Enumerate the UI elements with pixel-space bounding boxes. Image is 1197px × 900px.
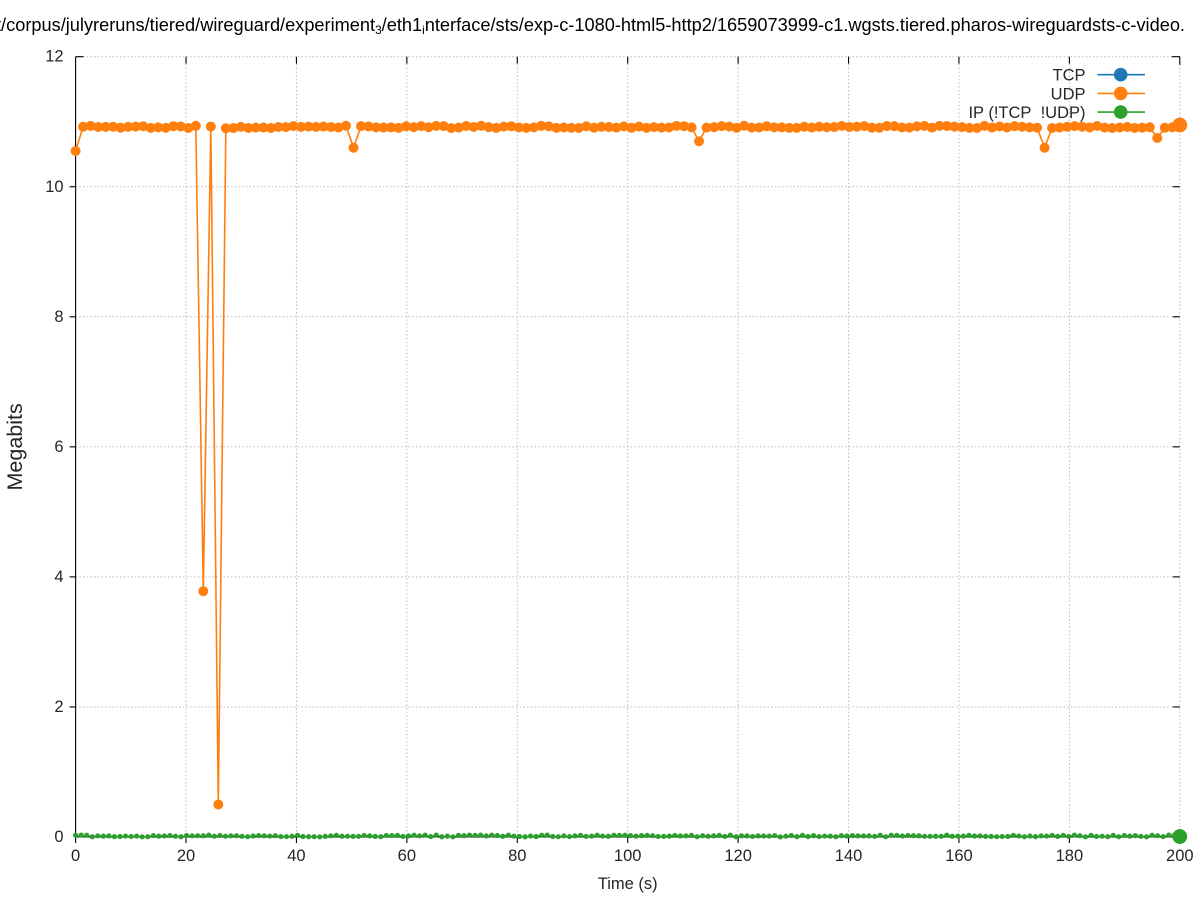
svg-text:Time (s): Time (s)	[598, 875, 658, 893]
svg-text:IP (!TCP !UDP): IP (!TCP !UDP)	[968, 104, 1085, 122]
svg-text:10: 10	[45, 178, 63, 196]
svg-text:Megabits: Megabits	[3, 403, 27, 490]
svg-text:60: 60	[398, 847, 416, 865]
svg-text:TCP: TCP	[1053, 67, 1086, 85]
svg-text:8: 8	[54, 308, 63, 326]
svg-text:4: 4	[54, 568, 63, 586]
svg-text:2: 2	[54, 698, 63, 716]
svg-text:12: 12	[45, 48, 63, 66]
svg-text:UDP: UDP	[1051, 85, 1086, 103]
svg-text:80: 80	[508, 847, 526, 865]
svg-text:0: 0	[71, 847, 80, 865]
svg-text:100: 100	[614, 847, 642, 865]
svg-text:140: 140	[835, 847, 863, 865]
svg-text:180: 180	[1056, 847, 1084, 865]
svg-text:120: 120	[724, 847, 752, 865]
svg-text:40: 40	[287, 847, 305, 865]
svg-text:6: 6	[54, 438, 63, 456]
svg-text:160: 160	[945, 847, 973, 865]
svg-text:0: 0	[54, 828, 63, 846]
svg-text:20: 20	[177, 847, 195, 865]
svg-text:200: 200	[1166, 847, 1194, 865]
